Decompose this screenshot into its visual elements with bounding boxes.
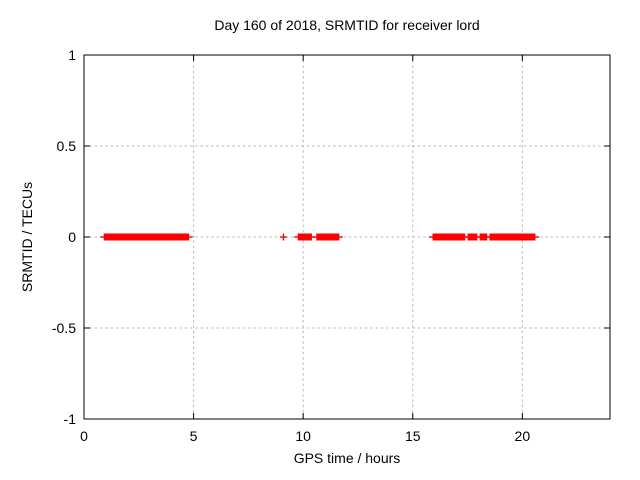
y-tick-label: -1 [64, 411, 77, 427]
data-segment [479, 233, 488, 241]
x-tick-label: 20 [515, 428, 531, 444]
chart-title: Day 160 of 2018, SRMTID for receiver lor… [214, 17, 479, 33]
data-segment [297, 233, 312, 241]
x-axis-label: GPS time / hours [294, 450, 401, 466]
data-point-plus-v [282, 233, 285, 241]
y-tick-label: 0 [68, 229, 76, 245]
y-tick-label: 1 [68, 47, 76, 63]
y-axis-label: SRMTID / TECUs [19, 182, 35, 292]
y-tick-label: -0.5 [52, 320, 76, 336]
data-segment [316, 233, 340, 241]
x-tick-label: 5 [190, 428, 198, 444]
y-tick-label: 0.5 [57, 138, 77, 154]
data-segment [467, 233, 478, 241]
data-segment [432, 233, 466, 241]
data-segment [103, 233, 190, 241]
x-tick-label: 10 [295, 428, 311, 444]
x-tick-label: 15 [405, 428, 421, 444]
data-segment [489, 233, 536, 241]
x-tick-label: 0 [80, 428, 88, 444]
